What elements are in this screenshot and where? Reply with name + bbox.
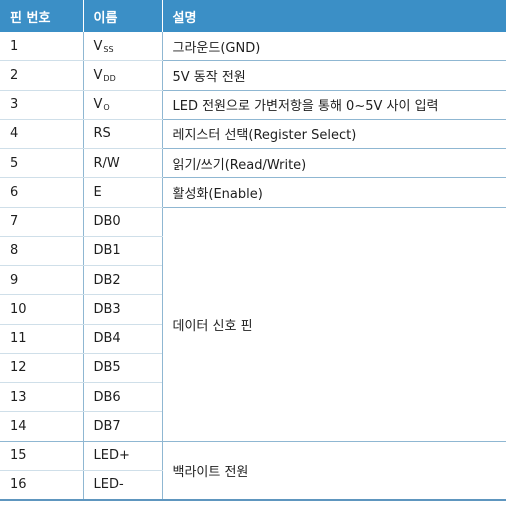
pin-description: 5V 동작 전원 <box>161 60 506 91</box>
table-row: 12 DB5 <box>0 353 506 384</box>
pin-name: LED- <box>82 470 162 501</box>
pin-description: 그라운드(GND) <box>161 32 506 62</box>
table-row: 14 DB7 <box>0 411 506 442</box>
pin-name: DB6 <box>82 382 162 413</box>
table-row: 9 DB2 <box>0 265 506 296</box>
data-pins-description: 데이터 신호 핀 <box>161 207 506 442</box>
table-row: 6 E 활성화(Enable) <box>0 177 506 208</box>
pin-number: 1 <box>0 32 83 62</box>
table-row: 15 LED+ 백라이트 전원 <box>0 441 506 501</box>
table-row: 8 DB1 <box>0 236 506 267</box>
header-name: 이름 <box>82 0 162 32</box>
pin-number: 6 <box>0 177 83 208</box>
pin-number: 13 <box>0 382 83 413</box>
pin-description: 읽기/쓰기(Read/Write) <box>161 148 506 179</box>
pin-name: DB5 <box>82 353 162 384</box>
pin-number: 10 <box>0 294 83 325</box>
pin-name: VO <box>82 90 162 120</box>
table-header: 핀 번호 이름 설명 <box>0 0 506 32</box>
pin-number: 4 <box>0 119 83 150</box>
table-row: 4 RS 레지스터 선택(Register Select) <box>0 119 506 150</box>
pin-name: DB0 <box>82 207 162 237</box>
table-row: 2 VDD 5V 동작 전원 <box>0 60 506 91</box>
pin-number: 9 <box>0 265 83 296</box>
pin-number: 3 <box>0 90 83 120</box>
pin-name: LED+ <box>82 441 162 471</box>
table-row: 3 VO LED 전원으로 가변저항을 통해 0~5V 사이 입력 <box>0 90 506 120</box>
pin-number: 5 <box>0 148 83 179</box>
header-pin: 핀 번호 <box>10 10 51 26</box>
pin-description: LED 전원으로 가변저항을 통해 0~5V 사이 입력 <box>161 90 506 120</box>
pin-number: 16 <box>0 470 83 501</box>
pin-number: 12 <box>0 353 83 384</box>
table-row: 13 DB6 <box>0 382 506 413</box>
pin-name: DB4 <box>82 324 162 354</box>
pin-name: E <box>82 177 162 208</box>
pin-number: 8 <box>0 236 83 267</box>
table-row: 5 R/W 읽기/쓰기(Read/Write) <box>0 148 506 179</box>
pin-name: VSS <box>82 32 162 62</box>
table-row: 16 LED- <box>0 470 506 501</box>
pin-name: RS <box>82 119 162 150</box>
pin-description: 활성화(Enable) <box>161 177 506 208</box>
pin-name: DB3 <box>82 294 162 325</box>
header-desc: 설명 <box>161 0 506 32</box>
table-row: 10 DB3 <box>0 294 506 325</box>
pin-name: DB1 <box>82 236 162 267</box>
pin-name: DB2 <box>82 265 162 296</box>
pin-name: R/W <box>82 148 162 179</box>
pin-number: 11 <box>0 324 83 354</box>
pin-description: 레지스터 선택(Register Select) <box>161 119 506 150</box>
pin-number: 15 <box>0 441 83 471</box>
backlight-description: 백라이트 전원 <box>161 441 506 501</box>
pin-name: DB7 <box>82 411 162 442</box>
pin-name: VDD <box>82 60 162 91</box>
pin-number: 2 <box>0 60 83 91</box>
table-row: 11 DB4 <box>0 324 506 354</box>
table-row: 1 VSS 그라운드(GND) <box>0 32 506 62</box>
pin-number: 14 <box>0 411 83 442</box>
table-row: 7 DB0 데이터 신호 핀 <box>0 207 506 442</box>
pin-number: 7 <box>0 207 83 237</box>
